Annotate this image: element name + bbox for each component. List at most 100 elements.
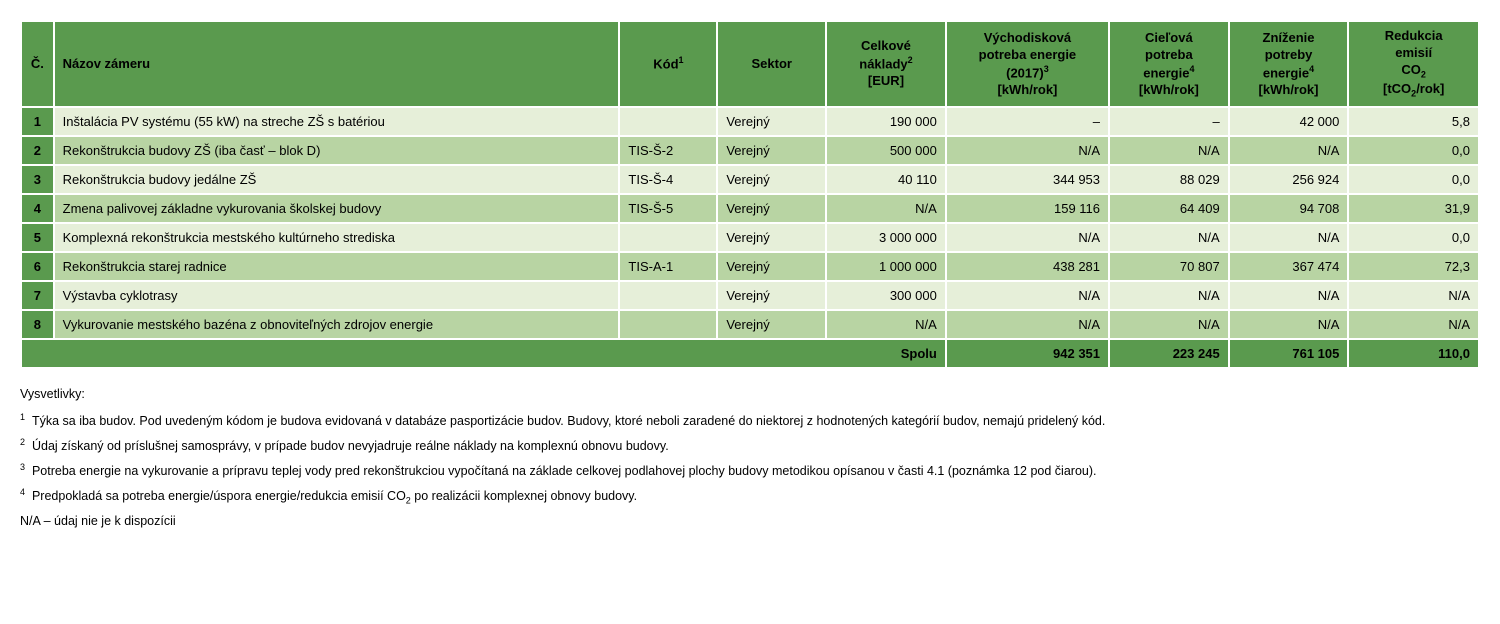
row-name: Zmena palivovej základne vykurovania ško… bbox=[54, 194, 620, 223]
row-co2: 0,0 bbox=[1348, 223, 1479, 252]
row-sektor: Verejný bbox=[717, 165, 826, 194]
row-co2: 72,3 bbox=[1348, 252, 1479, 281]
row-co2: N/A bbox=[1348, 281, 1479, 310]
row-co2: 31,9 bbox=[1348, 194, 1479, 223]
row-kod bbox=[619, 310, 717, 339]
row-reduction: 367 474 bbox=[1229, 252, 1349, 281]
row-sektor: Verejný bbox=[717, 281, 826, 310]
row-kod: TIS-A-1 bbox=[619, 252, 717, 281]
col-header-target: Cieľovápotrebaenergie4[kWh/rok] bbox=[1109, 21, 1229, 107]
table-row: 3Rekonštrukcia budovy jedálne ZŠTIS-Š-4V… bbox=[21, 165, 1479, 194]
table-header-row: Č. Názov zámeru Kód1 Sektor Celkovénákla… bbox=[21, 21, 1479, 107]
footnote-item: 2 Údaj získaný od príslušnej samosprávy,… bbox=[20, 434, 1480, 459]
footnotes-na: N/A – údaj nie je k dispozícii bbox=[20, 510, 1480, 534]
row-cost: 500 000 bbox=[826, 136, 946, 165]
row-co2: 0,0 bbox=[1348, 136, 1479, 165]
row-num: 1 bbox=[21, 107, 54, 136]
row-kod bbox=[619, 107, 717, 136]
row-reduction: 94 708 bbox=[1229, 194, 1349, 223]
col-header-reduc: Zníženiepotrebyenergie4[kWh/rok] bbox=[1229, 21, 1349, 107]
footnote-item: 3 Potreba energie na vykurovanie a prípr… bbox=[20, 459, 1480, 484]
row-sektor: Verejný bbox=[717, 310, 826, 339]
row-name: Rekonštrukcia budovy ZŠ (iba časť – blok… bbox=[54, 136, 620, 165]
row-kod: TIS-Š-5 bbox=[619, 194, 717, 223]
summary-target: 223 245 bbox=[1109, 339, 1229, 368]
row-sektor: Verejný bbox=[717, 223, 826, 252]
row-num: 5 bbox=[21, 223, 54, 252]
table-row: 7Výstavba cyklotrasyVerejný300 000N/AN/A… bbox=[21, 281, 1479, 310]
row-sektor: Verejný bbox=[717, 194, 826, 223]
row-kod: TIS-Š-4 bbox=[619, 165, 717, 194]
footnotes-list: 1 Týka sa iba budov. Pod uvedeným kódom … bbox=[20, 409, 1480, 509]
col-header-name: Názov zámeru bbox=[54, 21, 620, 107]
row-target: – bbox=[1109, 107, 1229, 136]
row-sektor: Verejný bbox=[717, 252, 826, 281]
row-cost: 300 000 bbox=[826, 281, 946, 310]
table-body: 1Inštalácia PV systému (55 kW) na strech… bbox=[21, 107, 1479, 339]
col-header-e2017: Východiskovápotreba energie(2017)3[kWh/r… bbox=[946, 21, 1109, 107]
row-e2017: 344 953 bbox=[946, 165, 1109, 194]
row-reduction: N/A bbox=[1229, 223, 1349, 252]
row-name: Komplexná rekonštrukcia mestského kultúr… bbox=[54, 223, 620, 252]
row-sektor: Verejný bbox=[717, 136, 826, 165]
row-target: N/A bbox=[1109, 281, 1229, 310]
row-cost: 190 000 bbox=[826, 107, 946, 136]
row-target: 64 409 bbox=[1109, 194, 1229, 223]
row-e2017: N/A bbox=[946, 223, 1109, 252]
row-name: Rekonštrukcia starej radnice bbox=[54, 252, 620, 281]
row-sektor: Verejný bbox=[717, 107, 826, 136]
table-row: 5Komplexná rekonštrukcia mestského kultú… bbox=[21, 223, 1479, 252]
col-header-sektor: Sektor bbox=[717, 21, 826, 107]
row-reduction: 42 000 bbox=[1229, 107, 1349, 136]
row-name: Inštalácia PV systému (55 kW) na streche… bbox=[54, 107, 620, 136]
table-row: 8Vykurovanie mestského bazéna z obnovite… bbox=[21, 310, 1479, 339]
row-co2: N/A bbox=[1348, 310, 1479, 339]
summary-reduction: 761 105 bbox=[1229, 339, 1349, 368]
footnote-item: 4 Predpokladá sa potreba energie/úspora … bbox=[20, 484, 1480, 510]
row-co2: 0,0 bbox=[1348, 165, 1479, 194]
row-target: N/A bbox=[1109, 223, 1229, 252]
row-target: 88 029 bbox=[1109, 165, 1229, 194]
summary-row: Spolu 942 351 223 245 761 105 110,0 bbox=[21, 339, 1479, 368]
summary-e2017: 942 351 bbox=[946, 339, 1109, 368]
row-e2017: – bbox=[946, 107, 1109, 136]
row-num: 2 bbox=[21, 136, 54, 165]
row-num: 6 bbox=[21, 252, 54, 281]
table-row: 6Rekonštrukcia starej radniceTIS-A-1Vere… bbox=[21, 252, 1479, 281]
col-header-num: Č. bbox=[21, 21, 54, 107]
row-reduction: 256 924 bbox=[1229, 165, 1349, 194]
projects-table: Č. Názov zámeru Kód1 Sektor Celkovénákla… bbox=[20, 20, 1480, 369]
row-target: 70 807 bbox=[1109, 252, 1229, 281]
footnote-item: 1 Týka sa iba budov. Pod uvedeným kódom … bbox=[20, 409, 1480, 434]
row-e2017: N/A bbox=[946, 310, 1109, 339]
row-name: Rekonštrukcia budovy jedálne ZŠ bbox=[54, 165, 620, 194]
footnotes-heading: Vysvetlivky: bbox=[20, 383, 1480, 407]
col-header-co2: RedukciaemisiíCO2[tCO2/rok] bbox=[1348, 21, 1479, 107]
row-target: N/A bbox=[1109, 136, 1229, 165]
col-header-kod: Kód1 bbox=[619, 21, 717, 107]
row-kod: TIS-Š-2 bbox=[619, 136, 717, 165]
row-num: 4 bbox=[21, 194, 54, 223]
row-cost: 40 110 bbox=[826, 165, 946, 194]
table-row: 1Inštalácia PV systému (55 kW) na strech… bbox=[21, 107, 1479, 136]
footnotes: Vysvetlivky: 1 Týka sa iba budov. Pod uv… bbox=[20, 383, 1480, 533]
row-reduction: N/A bbox=[1229, 136, 1349, 165]
row-reduction: N/A bbox=[1229, 310, 1349, 339]
row-cost: N/A bbox=[826, 194, 946, 223]
row-reduction: N/A bbox=[1229, 281, 1349, 310]
row-kod bbox=[619, 223, 717, 252]
row-e2017: N/A bbox=[946, 281, 1109, 310]
row-cost: 1 000 000 bbox=[826, 252, 946, 281]
row-e2017: 438 281 bbox=[946, 252, 1109, 281]
summary-label: Spolu bbox=[21, 339, 946, 368]
row-name: Výstavba cyklotrasy bbox=[54, 281, 620, 310]
row-kod bbox=[619, 281, 717, 310]
summary-co2: 110,0 bbox=[1348, 339, 1479, 368]
col-header-cost: Celkovénáklady2[EUR] bbox=[826, 21, 946, 107]
row-e2017: N/A bbox=[946, 136, 1109, 165]
row-num: 8 bbox=[21, 310, 54, 339]
row-name: Vykurovanie mestského bazéna z obnoviteľ… bbox=[54, 310, 620, 339]
table-row: 2Rekonštrukcia budovy ZŠ (iba časť – blo… bbox=[21, 136, 1479, 165]
row-co2: 5,8 bbox=[1348, 107, 1479, 136]
row-num: 3 bbox=[21, 165, 54, 194]
